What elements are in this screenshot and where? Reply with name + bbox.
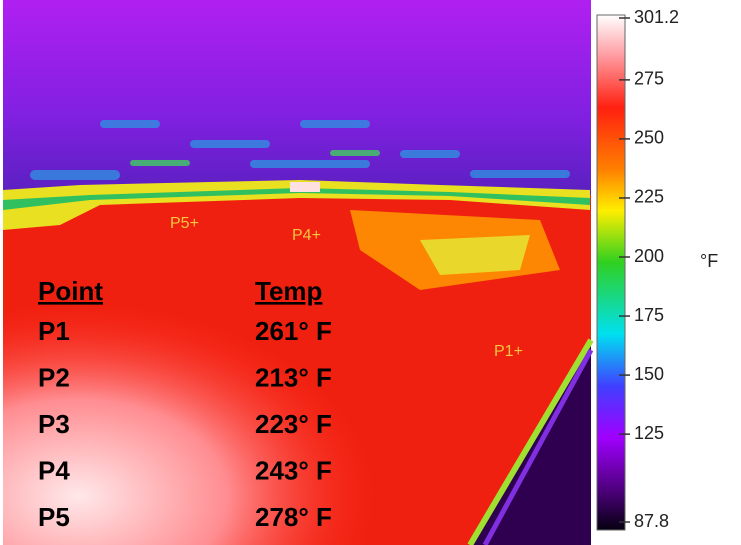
colorbar [596, 14, 626, 531]
temperature-table: Point Temp P1 261° F P2 213° F P3 223° F P4 243° … [38, 276, 332, 532]
table-cell: P2 [38, 363, 70, 393]
tick-label: 301.2 [634, 7, 679, 27]
table-cell: 243° F [255, 456, 332, 486]
colorbar-ticks: 301.2 275 250 225 200 175 150 125 87.8 [619, 7, 679, 531]
unit-label: °F [700, 251, 718, 271]
table-cell: 278° F [255, 502, 332, 532]
table-cell: P1 [38, 316, 70, 346]
tick-label: 150 [634, 364, 664, 384]
point-marker: P4+ [292, 227, 321, 244]
table-cell: P4 [38, 456, 70, 486]
point-marker: P1+ [494, 343, 523, 360]
tick-label: 87.8 [634, 511, 669, 531]
thermal-image [3, 0, 594, 545]
table-cell: 213° F [255, 363, 332, 393]
table-cell: 223° F [255, 409, 332, 439]
tick-label: 275 [634, 69, 664, 89]
table-header: Temp [255, 276, 322, 306]
tick-label: 200 [634, 246, 664, 266]
tick-label: 125 [634, 423, 664, 443]
table-cell: 261° F [255, 316, 332, 346]
point-marker: P5+ [170, 215, 199, 232]
tick-label: 225 [634, 187, 664, 207]
tick-label: 250 [634, 128, 664, 148]
table-cell: P5 [38, 502, 70, 532]
table-header: Point [38, 276, 103, 306]
table-cell: P3 [38, 409, 70, 439]
tick-label: 175 [634, 305, 664, 325]
